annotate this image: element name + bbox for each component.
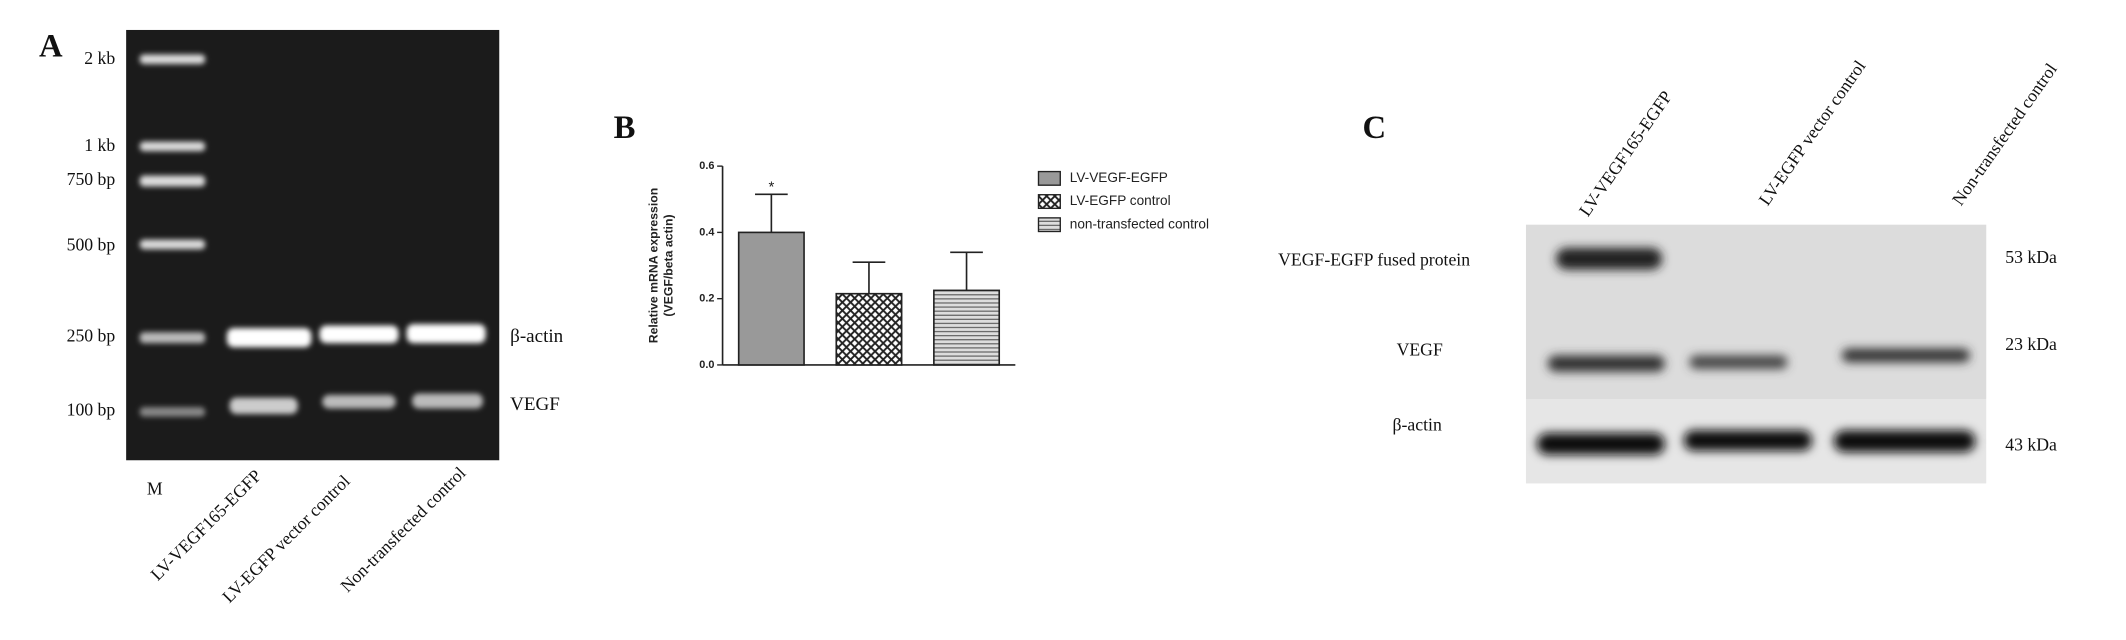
- sample-bands: [226, 324, 486, 414]
- panel-label: C: [1363, 110, 1387, 146]
- lane-label: M: [147, 478, 163, 498]
- band-label: VEGF: [1397, 339, 1443, 359]
- y-axis-label: Relative mRNA expression: [647, 188, 661, 343]
- bar: [933, 289, 1001, 366]
- panel-label: A: [39, 29, 63, 65]
- blot-bands: [1536, 247, 1976, 455]
- y-tick-label: 0.4: [699, 226, 714, 238]
- legend-label: LV-EGFP control: [1070, 193, 1171, 208]
- error-bar: [852, 261, 886, 294]
- legend-label: LV-VEGF-EGFP: [1070, 170, 1168, 185]
- lane-label: Non-transfected control: [1948, 59, 2061, 209]
- band-label: VEGF-EGFP fused protein: [1278, 250, 1470, 270]
- ladder-label: 250 bp: [67, 326, 116, 346]
- legend-swatch: [1037, 217, 1061, 233]
- lane-label: LV-VEGF165-EGFP: [1575, 87, 1676, 220]
- band-label: β-actin: [1393, 414, 1442, 434]
- bar: [835, 292, 903, 366]
- legend-label: non-transfected control: [1070, 216, 1209, 231]
- legend-swatch: [1037, 170, 1061, 186]
- ladder-label: 500 bp: [67, 235, 116, 255]
- annotation: *: [768, 178, 774, 195]
- ladder-bands: [139, 54, 206, 417]
- y-tick-label: 0.2: [699, 293, 714, 305]
- lane-label: LV-EGFP vector control: [1754, 56, 1869, 208]
- bar: [737, 231, 805, 366]
- band-label: VEGF: [510, 394, 560, 415]
- ladder-label: 2 kb: [84, 48, 115, 68]
- bar-chart: B Relative mRNA expression (VEGF/beta ac…: [614, 110, 1209, 371]
- y-tick-label: 0.6: [699, 160, 714, 172]
- error-bar: [755, 193, 788, 233]
- ladder-label: 750 bp: [67, 169, 116, 189]
- lane-label: Non-transfected control: [336, 463, 469, 596]
- size-label: 43 kDa: [2005, 435, 2057, 455]
- legend-swatch: [1037, 194, 1061, 210]
- size-label: 53 kDa: [2005, 247, 2057, 267]
- y-tick-label: 0.0: [699, 359, 714, 371]
- y-axis-label: (VEGF/beta actin): [662, 214, 676, 316]
- ladder-label: 1 kb: [84, 135, 115, 155]
- panel-label: B: [614, 110, 636, 146]
- ladder-label: 100 bp: [67, 399, 116, 419]
- band-label: β-actin: [510, 326, 564, 347]
- size-label: 23 kDa: [2005, 334, 2057, 354]
- error-bar: [950, 251, 983, 291]
